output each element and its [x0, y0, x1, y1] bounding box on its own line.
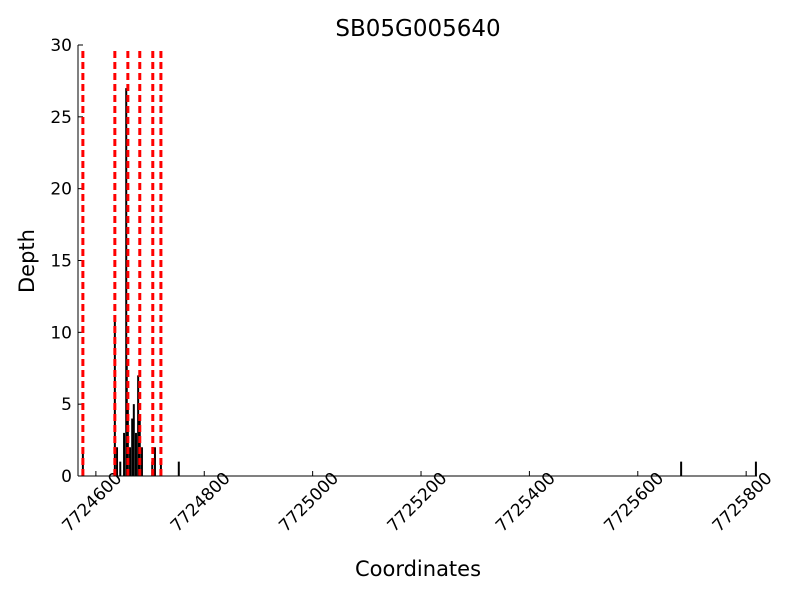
x-axis-label: Coordinates: [355, 557, 481, 581]
y-tick-label: 15: [50, 252, 72, 272]
y-tick-label: 0: [61, 467, 72, 487]
y-tick-label: 10: [50, 323, 72, 343]
x-tick-label: 7725600: [600, 469, 668, 537]
x-tick-label: 7724800: [167, 469, 235, 537]
y-tick-label: 20: [50, 180, 72, 200]
x-tick-label: 7725200: [384, 469, 452, 537]
y-tick-label: 25: [50, 108, 72, 128]
chart-title: SB05G005640: [335, 16, 500, 42]
x-tick-label: 7725800: [709, 469, 777, 537]
x-tick-label: 7725000: [275, 469, 343, 537]
y-tick-label: 5: [61, 395, 72, 415]
y-axis-label: Depth: [15, 229, 39, 293]
x-tick-label: 7725400: [492, 469, 560, 537]
y-tick-label: 30: [50, 36, 72, 56]
